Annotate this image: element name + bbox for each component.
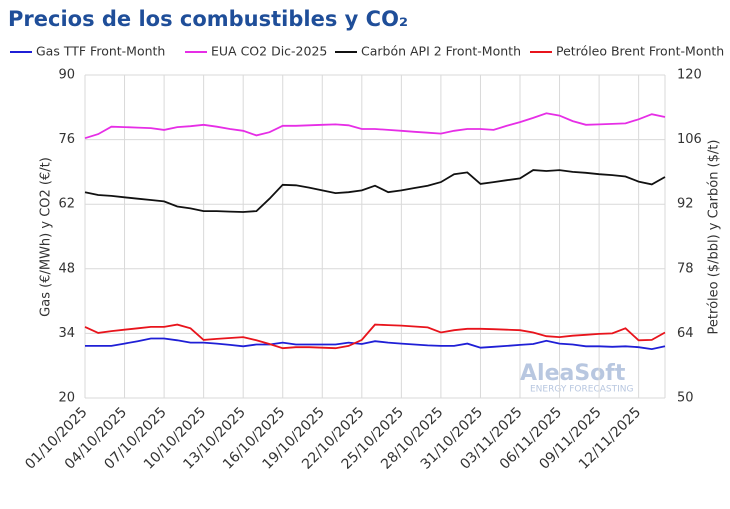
chart-title: Precios de los combustibles y CO₂ — [8, 7, 408, 31]
legend-label: Petróleo Brent Front-Month — [556, 44, 724, 59]
series-line — [85, 337, 666, 351]
y2-axis-label: Petróleo ($/bbl) y Carbón ($/t) — [707, 140, 722, 335]
y-tick-label: 76 — [58, 132, 75, 147]
y2-tick-label: 106 — [677, 132, 702, 147]
y2-tick-label: 120 — [677, 68, 702, 83]
legend-label: Carbón API 2 Front-Month — [361, 44, 521, 59]
y2-tick-label: 64 — [677, 326, 694, 341]
y-tick-label: 62 — [58, 197, 75, 212]
watermark-subtitle: ENERGY FORECASTING — [530, 385, 633, 395]
legend-label: Gas TTF Front-Month — [36, 44, 165, 59]
y-tick-label: 48 — [58, 261, 75, 276]
legend-label: EUA CO2 Dic-2025 — [211, 44, 327, 59]
y-tick-label: 90 — [58, 68, 75, 83]
series-line — [84, 112, 666, 140]
watermark: AleaSoft — [520, 361, 626, 386]
y2-tick-label: 50 — [677, 391, 694, 406]
y-tick-label: 34 — [58, 326, 75, 341]
y2-tick-label: 92 — [677, 197, 694, 212]
y-tick-label: 20 — [58, 391, 75, 406]
series-line — [84, 323, 666, 350]
series-line — [84, 169, 666, 213]
y2-tick-label: 78 — [677, 261, 694, 276]
y-axis-label: Gas (€/MWh) y CO2 (€/t) — [39, 157, 54, 317]
